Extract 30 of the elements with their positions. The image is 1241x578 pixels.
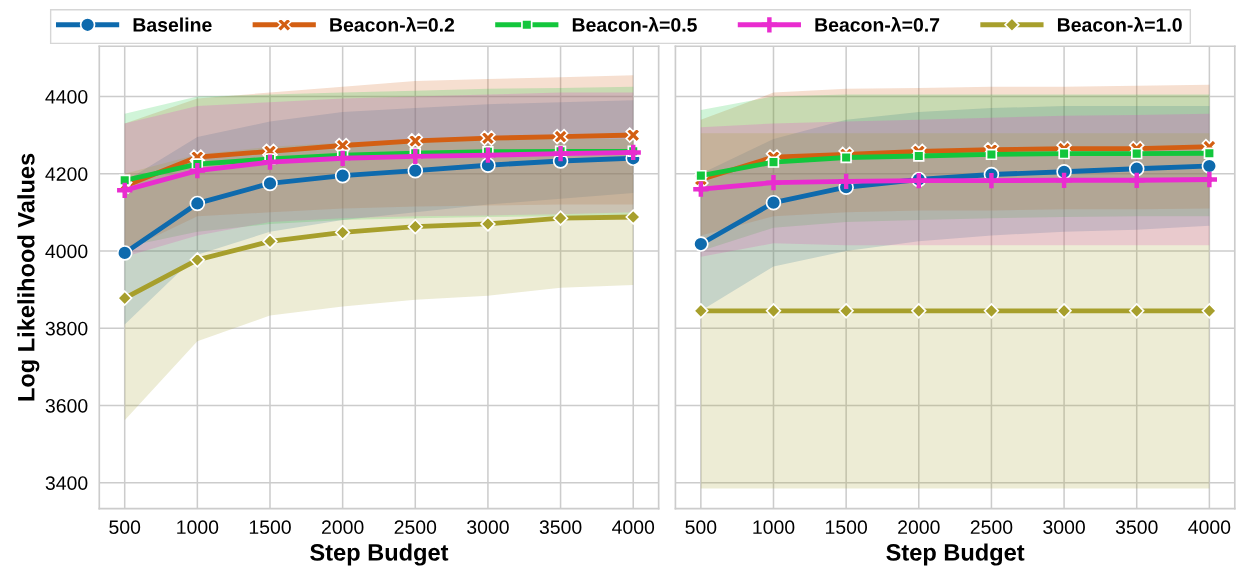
x-tick-label: 4000 <box>612 520 655 535</box>
y-tick-label: 3400 <box>45 476 88 490</box>
legend-label: Baseline <box>133 17 212 32</box>
legend-label: Beacon-λ=1.0 <box>1057 17 1182 32</box>
y-axis-title: Log Likelihood Values <box>17 153 40 401</box>
x-axis-title: Step Budget <box>310 543 449 566</box>
x-tick-label: 500 <box>109 520 141 535</box>
y-tick-label: 4000 <box>45 244 88 259</box>
x-axis-title: Step Budget <box>886 543 1025 566</box>
x-tick-label: 1500 <box>826 520 868 535</box>
x-tick-label: 1500 <box>249 520 291 535</box>
y-tick-label: 4200 <box>45 167 88 181</box>
y-tick-label: 3600 <box>45 398 88 413</box>
x-tick-label: 3000 <box>1043 520 1085 535</box>
x-tick-label: 3500 <box>539 520 582 535</box>
legend-label: Beacon-λ=0.5 <box>572 17 697 32</box>
x-tick-label: 3000 <box>467 520 509 535</box>
x-tick-label: 2000 <box>321 520 364 535</box>
x-tick-label: 1000 <box>177 520 219 535</box>
legend-label: Beacon-λ=0.2 <box>330 17 455 32</box>
x-tick-label: 2500 <box>394 520 437 535</box>
x-tick-label: 2500 <box>970 520 1013 535</box>
x-tick-label: 3500 <box>1115 520 1158 535</box>
y-tick-label: 3800 <box>45 321 88 336</box>
x-tick-label: 4000 <box>1188 520 1231 535</box>
legend-label: Beacon-λ=0.7 <box>815 17 940 32</box>
x-tick-label: 1000 <box>753 520 795 535</box>
x-tick-label: 500 <box>685 520 717 535</box>
x-tick-label: 2000 <box>898 520 940 535</box>
y-tick-label: 4400 <box>45 89 88 104</box>
